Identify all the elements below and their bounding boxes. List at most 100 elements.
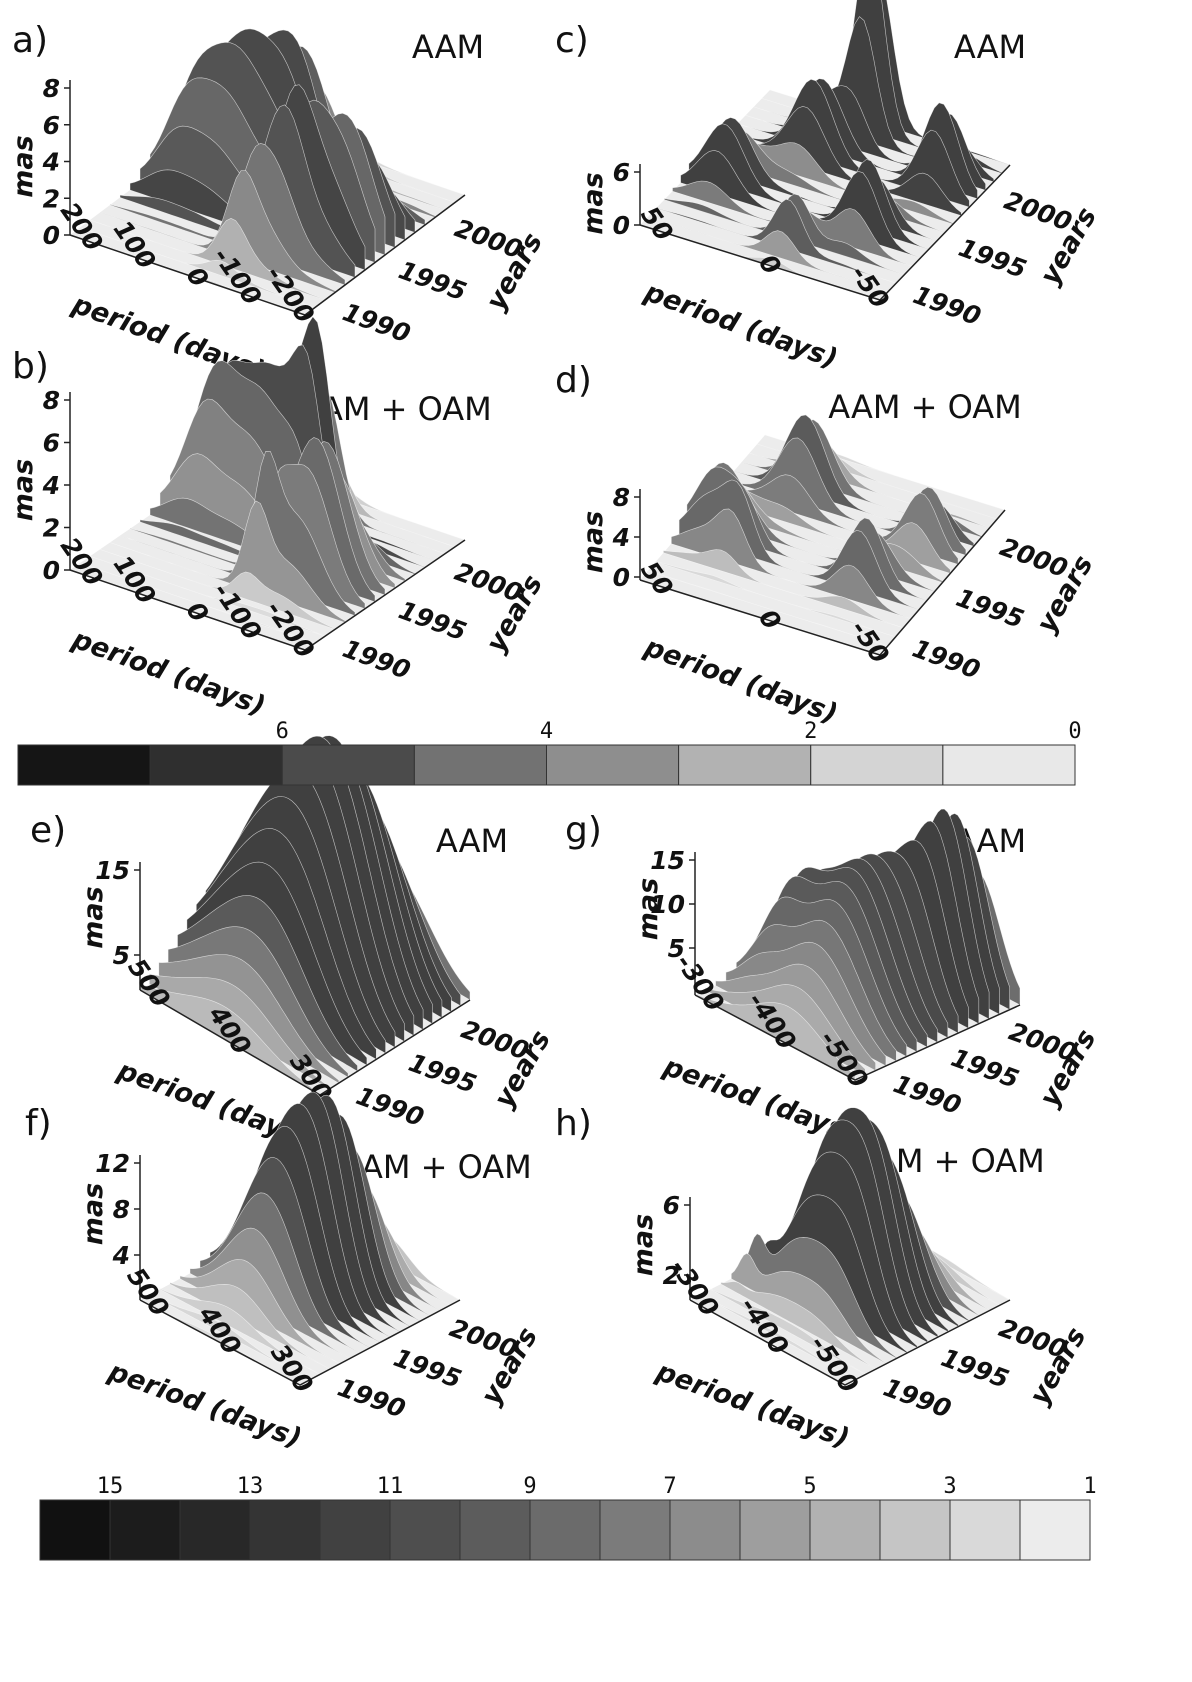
z-tick-label: 4	[612, 523, 630, 552]
z-tick-label: 6	[43, 111, 60, 140]
colorbar-tick-label: 2	[804, 719, 817, 744]
colorbar-tick-label: 11	[377, 1474, 404, 1499]
colorbar-tick-label: 7	[663, 1474, 676, 1499]
z-axis-label: mas	[78, 1183, 109, 1245]
y-tick-label: 1995	[405, 1048, 480, 1099]
x-axis-label: period (days)	[639, 631, 841, 730]
colorbar-cell	[547, 745, 679, 785]
panel-title: AAM	[436, 822, 508, 860]
y-tick-label: 1990	[890, 1069, 965, 1120]
x-tick-label: 200	[55, 532, 109, 591]
z-axis-label: mas	[578, 511, 609, 573]
z-axis-label: mas	[633, 878, 664, 940]
z-tick-label: 6	[663, 1191, 680, 1220]
z-tick-label: 8	[113, 1195, 130, 1224]
y-tick-label: 1995	[947, 1043, 1022, 1094]
panel-letter: e)	[30, 810, 66, 851]
panel-title: AAM	[954, 28, 1026, 66]
z-axis-label: mas	[628, 1214, 659, 1276]
colorbar-cell	[811, 745, 943, 785]
panel-letter: b)	[12, 346, 49, 387]
z-tick-label: 6	[613, 158, 630, 187]
colorbar-tick-label: 13	[237, 1474, 264, 1499]
y-tick-label: 1995	[955, 233, 1030, 284]
z-axis-label: mas	[578, 172, 609, 234]
y-tick-label: 1990	[909, 634, 984, 685]
panel: d)AAM + OAM048mas500-50period (days)1990…	[555, 360, 1099, 730]
z-axis-label: mas	[8, 459, 39, 521]
z-tick-label: 0	[613, 563, 630, 592]
colorbar-cell	[414, 745, 546, 785]
z-tick-label: 8	[43, 386, 60, 415]
y-tick-label: 1990	[909, 280, 984, 331]
panel-letter: h)	[555, 1103, 592, 1144]
z-tick-label: 15	[95, 856, 130, 885]
colorbar-cell	[530, 1500, 600, 1560]
colorbar-cell	[810, 1500, 880, 1560]
panel-letter: d)	[555, 360, 592, 401]
colorbar-tick-label: 3	[943, 1474, 956, 1499]
colorbar-cell	[670, 1500, 740, 1560]
panel: c)AAM06mas500-50period (days)19901995200…	[555, 0, 1103, 375]
z-tick-label: 0	[43, 556, 60, 585]
panel-title: AAM	[412, 28, 484, 66]
colorbar-cell	[943, 745, 1075, 785]
y-tick-label: 1990	[339, 634, 414, 685]
colorbar: 15 13 11 9 7 5 3 1	[40, 1474, 1097, 1560]
z-tick-label: 12	[95, 1149, 130, 1178]
colorbar: 6 4 2 0	[18, 719, 1082, 785]
panel-letter: f)	[25, 1103, 52, 1144]
z-tick-label: 4	[42, 148, 60, 177]
colorbar-tick-label: 4	[540, 719, 553, 744]
z-tick-label: 2	[43, 184, 60, 213]
z-tick-label: 15	[650, 846, 685, 875]
colorbar-cell	[390, 1500, 460, 1560]
panel-letter: g)	[565, 810, 602, 851]
z-axis-label: mas	[78, 886, 109, 948]
colorbar-cell	[18, 745, 150, 785]
y-tick-label: 1995	[390, 1343, 465, 1394]
colorbar-cell	[679, 745, 811, 785]
y-tick-label: 1990	[352, 1081, 427, 1132]
colorbar-cell	[150, 745, 282, 785]
colorbar-cell	[950, 1500, 1020, 1560]
colorbar-cell	[740, 1500, 810, 1560]
y-tick-label: 1990	[880, 1373, 955, 1424]
colorbar-tick-label: 5	[803, 1474, 816, 1499]
colorbar-cell	[460, 1500, 530, 1560]
y-tick-label: 1990	[334, 1373, 409, 1424]
x-tick-label: 200	[55, 197, 109, 256]
panel-letter: c)	[555, 20, 589, 61]
colorbar-tick-label: 1	[1083, 1474, 1096, 1499]
z-tick-label: 2	[43, 514, 60, 543]
z-tick-label: 8	[43, 74, 60, 103]
colorbar-tick-label: 6	[276, 719, 289, 744]
colorbar-cell	[180, 1500, 250, 1560]
colorbar-cell	[40, 1500, 110, 1560]
panel-letter: a)	[12, 20, 48, 61]
figure: a)AAM02468mas2001000-100-200period (days…	[0, 0, 1192, 1682]
z-tick-label: 6	[43, 429, 60, 458]
colorbar-cell	[282, 745, 414, 785]
y-tick-label: 1995	[937, 1343, 1012, 1394]
colorbar-cell	[110, 1500, 180, 1560]
z-tick-label: 8	[613, 483, 630, 512]
colorbar-tick-label: 0	[1068, 719, 1081, 744]
colorbar-cell	[1020, 1500, 1090, 1560]
colorbar-tick-label: 9	[523, 1474, 536, 1499]
y-tick-label: 1995	[952, 583, 1027, 634]
x-axis-label: period (days)	[639, 276, 841, 375]
z-tick-label: 0	[613, 211, 630, 240]
colorbar-tick-label: 15	[97, 1474, 124, 1499]
y-tick-label: 1990	[339, 297, 414, 348]
colorbar-cell	[880, 1500, 950, 1560]
colorbar-cell	[600, 1500, 670, 1560]
z-tick-label: 4	[112, 1241, 130, 1270]
colorbar-cell	[250, 1500, 320, 1560]
